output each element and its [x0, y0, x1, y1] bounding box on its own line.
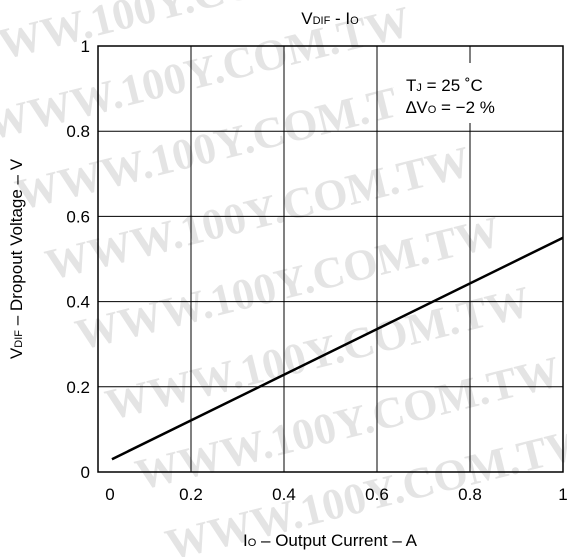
y-tick-label: 1 [81, 37, 90, 56]
x-tick-label: 0 [105, 485, 114, 504]
y-tick-label: 0.2 [66, 378, 90, 397]
series-layer [111, 236, 564, 461]
x-tick-label: 0.6 [365, 485, 389, 504]
y-tick-label: 0.6 [66, 207, 90, 226]
x-tick-label: 1 [558, 485, 567, 504]
x-tick-label: 0.4 [272, 485, 296, 504]
y-tick-labels: 0 0.2 0.4 0.6 0.8 1 [66, 37, 90, 482]
dropout-voltage-line [111, 236, 564, 461]
annotation-box [394, 63, 552, 123]
annotation-temperature: TJ = 25 ˚C [406, 76, 483, 95]
x-axis-label: IO – Output Current – A [243, 531, 418, 550]
annotation-voltage-change: ∆VO = −2 % [406, 98, 495, 117]
chart-title: VDIF - IO [301, 9, 359, 28]
x-tick-labels: 0 0.2 0.4 0.6 0.8 1 [105, 485, 567, 504]
x-tick-label: 0.2 [179, 485, 203, 504]
y-tick-label: 0 [81, 463, 90, 482]
y-tick-label: 0.4 [66, 293, 90, 312]
plot-frame [97, 45, 564, 473]
y-tick-label: 0.8 [66, 122, 90, 141]
x-tick-label: 0.8 [458, 485, 482, 504]
y-axis-label: VDIF – Dropout Voltage – V [7, 158, 26, 359]
